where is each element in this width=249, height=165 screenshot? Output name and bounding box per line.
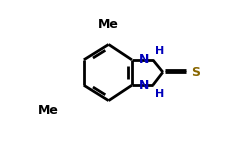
- Text: S: S: [191, 66, 200, 79]
- Text: H: H: [155, 89, 164, 99]
- Text: H: H: [155, 46, 164, 56]
- Text: Me: Me: [98, 18, 119, 31]
- Text: N: N: [139, 79, 150, 92]
- Text: Me: Me: [38, 104, 59, 117]
- Text: N: N: [139, 53, 150, 66]
